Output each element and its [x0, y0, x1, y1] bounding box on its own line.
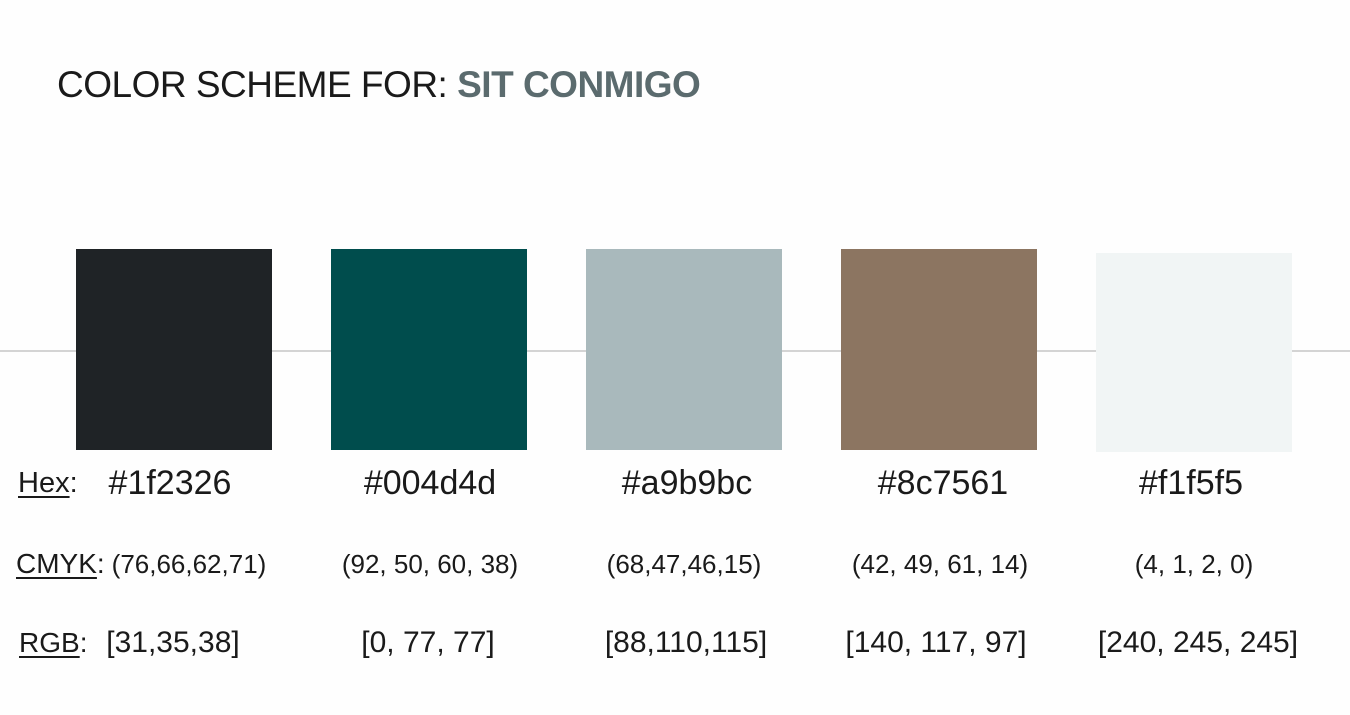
cmyk-row-label: CMYK: [16, 548, 105, 580]
hex-value-5: #f1f5f5 [1139, 464, 1243, 502]
rgb-value-4: [140, 117, 97] [845, 626, 1027, 659]
color-swatch-5 [1096, 253, 1292, 452]
cmyk-value-5: (4, 1, 2, 0) [1134, 549, 1254, 579]
hex-value-4: #8c7561 [877, 464, 1009, 502]
rgb-value-1: [31,35,38] [106, 626, 240, 659]
cmyk-value-3: (68,47,46,15) [606, 549, 762, 579]
cmyk-value-2: (92, 50, 60, 38) [341, 549, 519, 579]
rgb-value-2: [0, 77, 77] [361, 626, 495, 659]
hex-row-label: Hex: [18, 467, 78, 500]
hex-label-colon: : [69, 467, 78, 499]
rgb-label-colon: : [79, 627, 88, 658]
hex-value-1: #1f2326 [108, 464, 232, 502]
hex-value-2: #004d4d [363, 464, 497, 502]
cmyk-label-colon: : [96, 548, 105, 579]
color-swatch-1 [76, 249, 272, 450]
hex-label-text: Hex [18, 467, 70, 499]
rgb-value-5: [240, 245, 245] [1097, 626, 1299, 659]
hex-value-3: #a9b9bc [621, 464, 753, 502]
brand-name: SIT CONMIGO [457, 64, 701, 105]
color-swatch-4 [841, 249, 1037, 450]
color-swatch-3 [586, 249, 782, 450]
title-prefix: COLOR SCHEME FOR: [57, 64, 448, 105]
color-swatch-2 [331, 249, 527, 450]
page-title: COLOR SCHEME FOR: SIT CONMIGO [57, 64, 701, 106]
cmyk-value-1: (76,66,62,71) [111, 549, 267, 579]
cmyk-label-text: CMYK [16, 548, 97, 579]
rgb-label-text: RGB [19, 627, 80, 658]
rgb-row-label: RGB: [19, 627, 87, 659]
cmyk-value-4: (42, 49, 61, 14) [851, 549, 1029, 579]
rgb-value-3: [88,110,115] [604, 626, 768, 659]
